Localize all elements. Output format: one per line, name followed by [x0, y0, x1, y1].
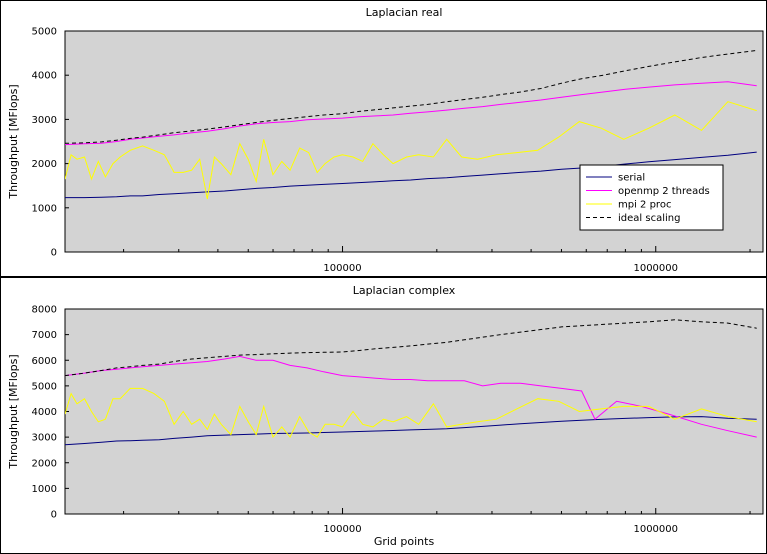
y-tick-label: 0 — [51, 248, 57, 259]
legend-box — [579, 164, 724, 231]
y-tick-label: 4000 — [32, 407, 57, 418]
y-tick-label: 4000 — [32, 71, 57, 82]
legend-label-serial: serial — [618, 173, 645, 184]
legend: serial openmp 2 threads mpi 2 proc ideal sc… — [579, 164, 724, 231]
series-line-ideal-scaling — [65, 319, 757, 377]
series-line-ideal-scaling — [65, 49, 757, 144]
y-tick-label: 5000 — [32, 27, 57, 38]
legend-label-mpi-2-proc: mpi 2 proc — [618, 200, 671, 211]
series-line-mpi-2-proc — [65, 387, 757, 439]
x-tick-label: 100000 — [323, 263, 361, 274]
series-line-openmp-2-threads — [65, 81, 757, 146]
x-axis-label: Grid points — [374, 535, 435, 548]
legend-label-openmp-2-threads: openmp 2 threads — [618, 186, 710, 197]
series-line-serial — [65, 416, 757, 446]
y-tick-label: 7000 — [32, 330, 57, 341]
x-tick-label: 100000 — [323, 524, 361, 535]
y-tick-label: 0 — [51, 510, 57, 521]
x-tick-label: 1000000 — [633, 524, 678, 535]
y-tick-label: 2000 — [32, 159, 57, 170]
y-tick-label: 1000 — [32, 484, 57, 495]
y-axis-label: Throughput [MFlops] — [7, 84, 20, 199]
chart-title: Laplacian complex — [353, 284, 456, 297]
plot-area — [64, 308, 764, 515]
x-tick-label: 1000000 — [633, 263, 678, 274]
chart-title: Laplacian real — [366, 6, 443, 19]
y-tick-label: 8000 — [32, 305, 57, 316]
y-tick-label: 6000 — [32, 356, 57, 367]
series-line-mpi-2-proc — [65, 101, 757, 200]
y-tick-label: 1000 — [32, 203, 57, 214]
y-tick-label: 3000 — [32, 433, 57, 444]
y-tick-label: 5000 — [32, 381, 57, 392]
y-tick-label: 2000 — [32, 458, 57, 469]
chart-panel-laplacian-complex: Laplacian complex 0 1000 2000 3000 4000 5000 60… — [7, 284, 764, 548]
series-line-openmp-2-threads — [65, 355, 757, 438]
chart-panel-laplacian-real: Laplacian real 0 1000 2000 3000 4000 5000 10000… — [7, 6, 764, 274]
y-tick-label: 3000 — [32, 115, 57, 126]
legend-label-ideal-scaling: ideal scaling — [618, 213, 680, 224]
y-axis-label: Throughput [MFlops] — [7, 354, 20, 469]
